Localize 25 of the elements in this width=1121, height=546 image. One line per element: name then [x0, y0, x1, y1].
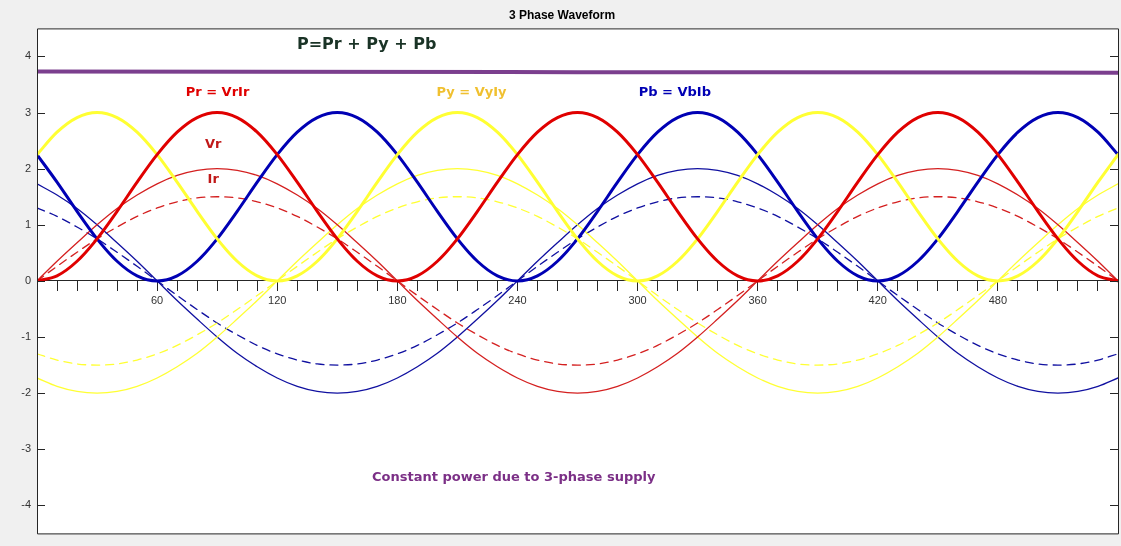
y-tick-label: 2: [24, 161, 31, 174]
annotation: Pr = VrIr: [185, 83, 250, 99]
x-tick-label: 240: [508, 293, 527, 306]
x-tick-label: 480: [988, 293, 1008, 306]
y-tick-label: 4: [24, 49, 31, 62]
x-tick-label: 60: [150, 293, 164, 306]
x-tick-label: 360: [748, 293, 767, 306]
x-tick-label: 420: [868, 293, 887, 306]
y-tick-label: 0: [24, 273, 31, 286]
x-tick-label: 180: [388, 293, 407, 306]
annotation: Vr: [204, 136, 223, 152]
x-tick-label: 120: [268, 293, 287, 306]
y-tick-label: -1: [21, 330, 31, 343]
annotation: Pb = VbIb: [638, 83, 711, 99]
x-tick-label: 300: [628, 293, 647, 306]
y-tick-label: -2: [21, 386, 31, 399]
y-tick-label: -3: [21, 442, 31, 455]
chart-title: 3 Phase Waveform: [508, 7, 616, 22]
y-tick-label: -4: [21, 498, 31, 511]
annotation: Constant power due to 3-phase supply: [372, 469, 656, 485]
y-tick-label: 3: [24, 105, 31, 118]
annotation: Ir: [207, 171, 220, 187]
annotation: P=Pr + Py + Pb: [296, 34, 437, 54]
y-tick-label: 1: [24, 217, 31, 230]
annotation: Py = VyIy: [436, 83, 508, 99]
